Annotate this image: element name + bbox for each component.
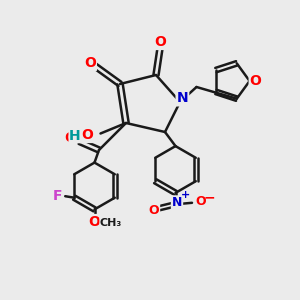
Text: CH₃: CH₃ [100,218,122,228]
Text: O: O [82,128,94,142]
Text: −: − [204,190,215,204]
Text: F: F [53,189,62,203]
Text: H: H [69,129,81,142]
Text: N: N [177,92,188,105]
Text: O: O [250,74,262,88]
Text: O: O [148,204,159,217]
Text: O: O [195,195,206,208]
Text: O: O [88,215,101,229]
Text: O: O [64,131,76,145]
Text: N: N [172,196,182,209]
Text: O: O [84,56,96,70]
Text: +: + [181,190,190,200]
Text: O: O [154,35,166,49]
